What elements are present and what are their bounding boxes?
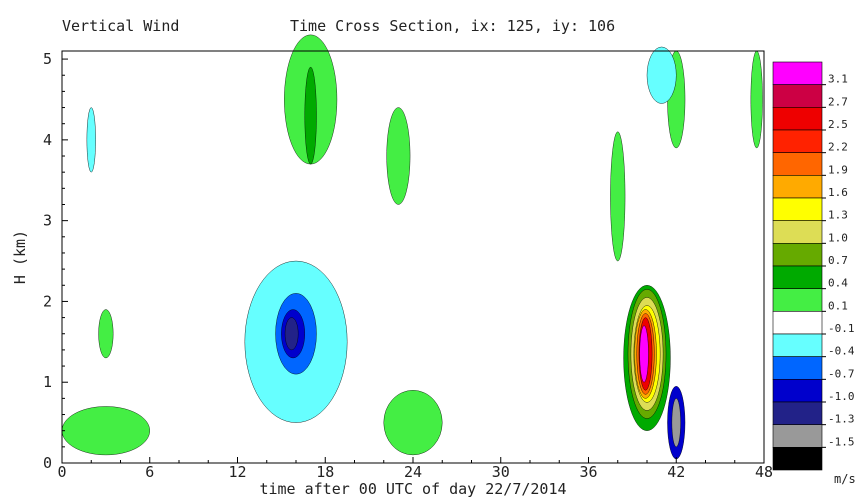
colorbar-swatch-11 <box>772 311 823 335</box>
colorbar-label-10: 0.1 <box>828 299 848 312</box>
contour-region-24 <box>610 131 626 262</box>
x-tick-label-4: 24 <box>404 463 422 481</box>
colorbar: 3.1 2.7 2.5 2.2 1.9 1.6 1.3 1.0 0.7 0.4 0.1 -0.1 -0.… <box>772 61 855 471</box>
colorbar-swatch-2 <box>772 107 823 131</box>
colorbar-label-7: 1.0 <box>828 231 848 244</box>
y-tick-label-4: 4 <box>43 131 52 149</box>
y-tick-label-1: 1 <box>43 373 52 391</box>
colorbar-label-15: -1.3 <box>828 413 855 426</box>
colorbar-label-5: 1.6 <box>828 186 848 199</box>
colorbar-label-8: 0.7 <box>828 254 848 267</box>
colorbar-swatch-17 <box>772 447 823 471</box>
contour-region-18 <box>671 398 681 448</box>
colorbar-label-14: -1.0 <box>828 390 855 403</box>
colorbar-swatch-7 <box>772 220 823 244</box>
x-tick-label-0: 0 <box>57 463 66 481</box>
colorbar-swatch-10 <box>772 288 823 312</box>
colorbar-label-11: -0.1 <box>828 322 855 335</box>
colorbar-label-2: 2.5 <box>828 118 848 131</box>
y-axis-label: H (km) <box>11 230 29 284</box>
colorbar-swatch-5 <box>772 175 823 199</box>
colorbar-label-13: -0.7 <box>828 367 855 380</box>
y-tick-label-0: 0 <box>43 454 52 472</box>
contour-region-7 <box>639 325 649 383</box>
contour-region-22 <box>386 107 411 205</box>
colorbar-swatch-4 <box>772 152 823 176</box>
contour-region-14 <box>284 317 299 351</box>
x-tick-label-3: 18 <box>316 463 334 481</box>
x-tick-label-8: 48 <box>755 463 773 481</box>
x-tick-label-5: 30 <box>492 463 510 481</box>
contour-region-20 <box>86 107 96 173</box>
contour-region-19 <box>61 406 150 456</box>
colorbar-swatch-8 <box>772 243 823 267</box>
x-axis-label: time after 00 UTC of day 22/7/2014 <box>259 480 566 498</box>
colorbar-label-12: -0.4 <box>828 345 855 358</box>
colorbar-swatch-14 <box>772 379 823 403</box>
contour-region-16 <box>304 66 317 165</box>
x-tick-label-7: 42 <box>667 463 685 481</box>
colorbar-label-9: 0.4 <box>828 277 848 290</box>
contour-region-21 <box>98 309 114 359</box>
y-tick-label-3: 3 <box>43 212 52 230</box>
colorbar-swatch-1 <box>772 84 823 108</box>
colorbar-swatch-3 <box>772 129 823 153</box>
x-tick-label-1: 6 <box>145 463 154 481</box>
colorbar-unit: m/s <box>834 472 856 486</box>
colorbar-label-6: 1.3 <box>828 209 848 222</box>
x-axis: 0 6 12 18 24 30 36 42 48 <box>57 457 773 481</box>
colorbar-swatch-13 <box>772 356 823 380</box>
y-tick-label-2: 2 <box>43 292 52 310</box>
colorbar-swatch-16 <box>772 424 823 448</box>
x-tick-label-2: 12 <box>228 463 246 481</box>
colorbar-swatch-6 <box>772 197 823 221</box>
plot-area <box>61 34 763 460</box>
y-axis: 0 1 2 3 4 5 <box>43 50 68 472</box>
chart-title: Time Cross Section, ix: 125, iy: 106 <box>290 17 615 35</box>
colorbar-label-0: 3.1 <box>828 73 848 86</box>
colorbar-label-1: 2.7 <box>828 95 848 108</box>
colorbar-swatch-12 <box>772 333 823 357</box>
colorbar-label-4: 1.9 <box>828 163 848 176</box>
y-tick-label-5: 5 <box>43 50 52 68</box>
x-tick-label-6: 36 <box>579 463 597 481</box>
colorbar-swatch-9 <box>772 265 823 289</box>
contour-region-23 <box>383 390 443 456</box>
colorbar-swatch-15 <box>772 401 823 425</box>
colorbar-label-3: 2.2 <box>828 141 848 154</box>
chart-title-left: Vertical Wind <box>62 17 179 35</box>
contour-region-26 <box>750 50 763 149</box>
colorbar-label-16: -1.5 <box>828 435 855 448</box>
colorbar-swatch-0 <box>772 61 823 85</box>
contour-region-27 <box>646 46 677 104</box>
